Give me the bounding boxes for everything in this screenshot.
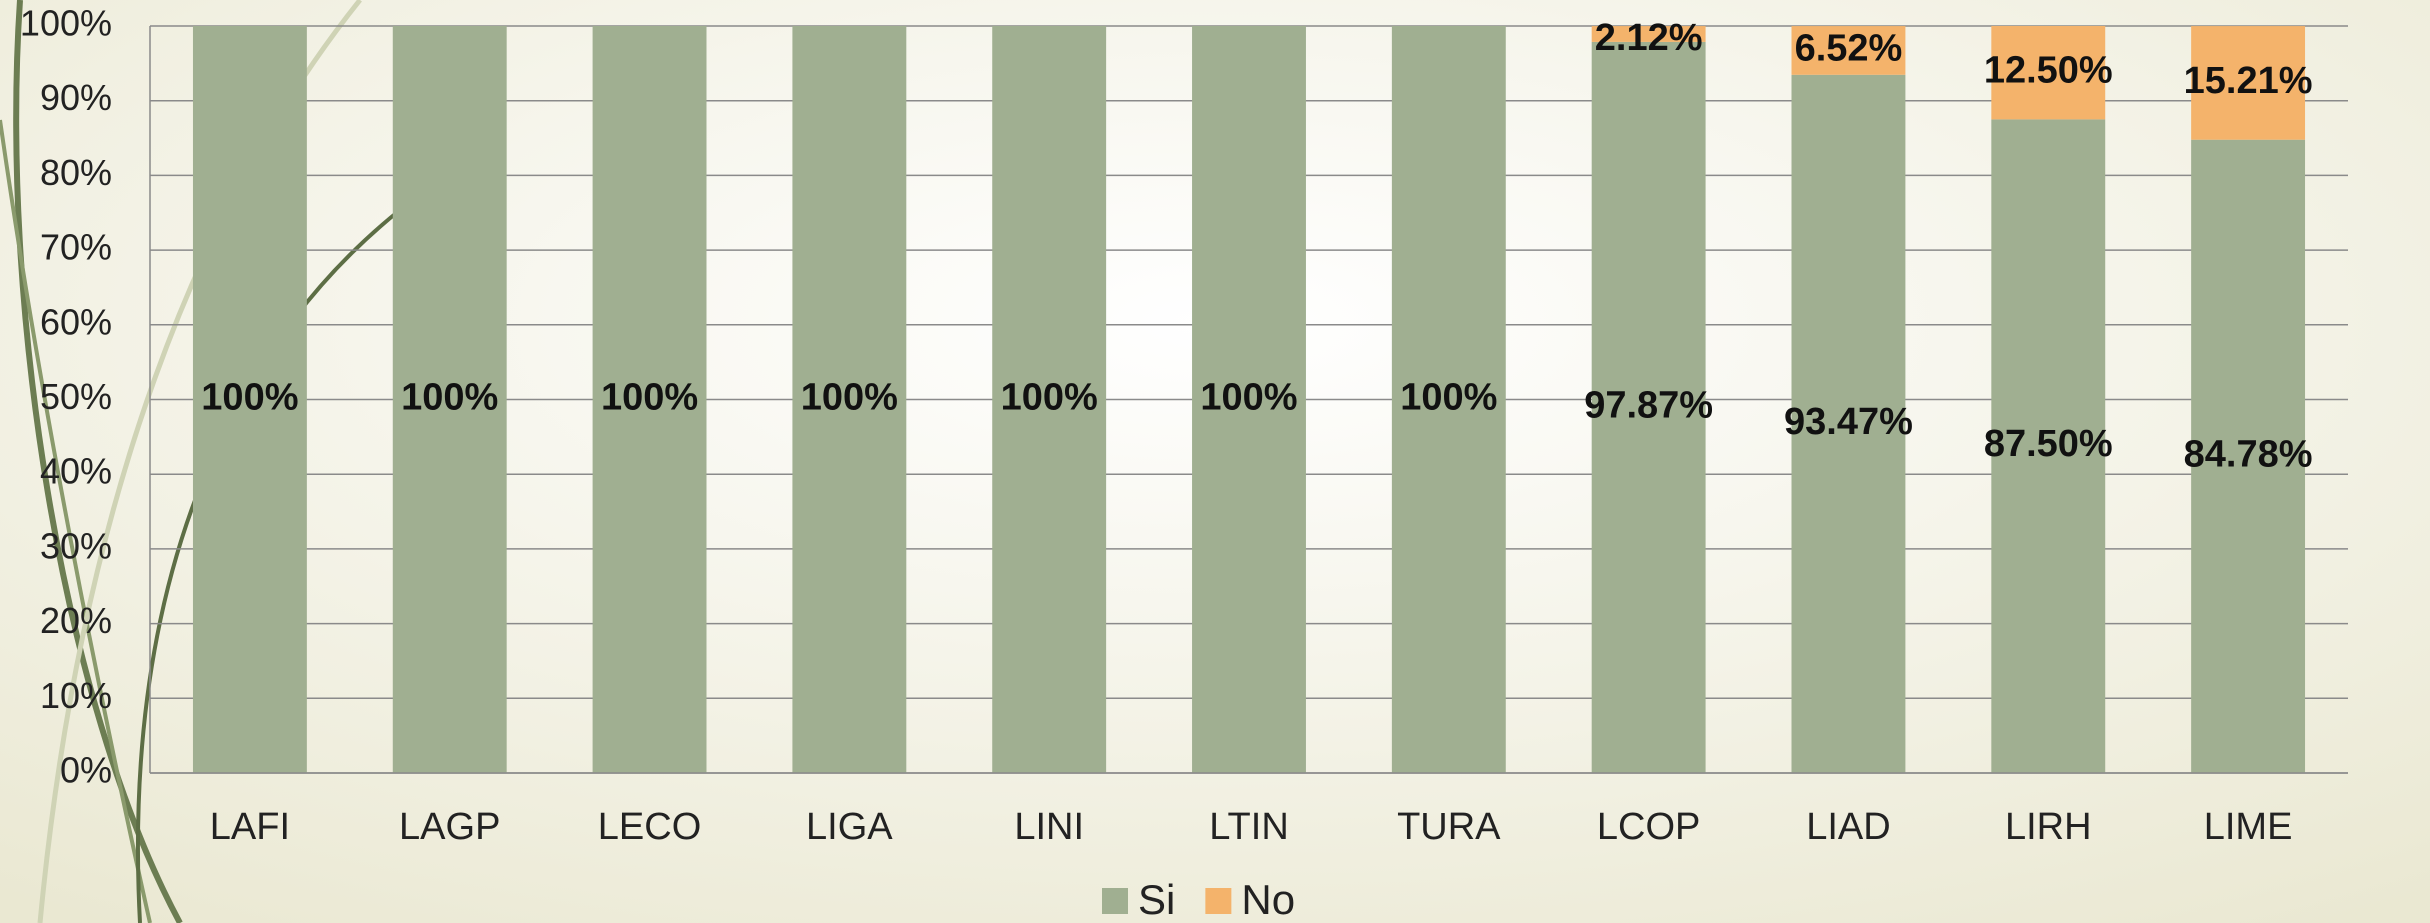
y-tick-label: 20% <box>40 600 112 641</box>
y-tick-label: 70% <box>40 227 112 268</box>
data-label: 12.50% <box>1984 50 2113 92</box>
y-tick-label: 60% <box>40 301 112 342</box>
legend-label: Si <box>1138 876 1175 923</box>
legend-swatch <box>1205 888 1231 914</box>
y-tick-label: 40% <box>40 451 112 492</box>
data-label: 97.87% <box>1584 384 1713 426</box>
data-label: 100% <box>201 377 298 419</box>
page: 0% 10% 20% 30% 40% 50% 60% 70% 80% 90% 100% LAFI LAG… <box>0 0 2430 923</box>
data-label: 100% <box>1400 377 1497 419</box>
chart: 0% 10% 20% 30% 40% 50% 60% 70% 80% 90% 100% LAFI LAG… <box>0 0 2430 923</box>
x-tick-label: LTIN <box>1209 806 1289 848</box>
x-tick-label: LIRH <box>2005 806 2092 848</box>
data-label: 87.50% <box>1984 423 2113 465</box>
data-label: 100% <box>401 377 498 419</box>
data-label: 100% <box>1200 377 1297 419</box>
data-label: 84.78% <box>2184 433 2313 475</box>
data-label: 100% <box>801 377 898 419</box>
y-tick-label: 100% <box>20 3 112 44</box>
x-tick-label: LIME <box>2204 806 2293 848</box>
y-tick-label: 50% <box>40 376 112 417</box>
x-tick-label: LECO <box>598 806 701 848</box>
data-label: 93.47% <box>1784 401 1913 443</box>
y-tick-label: 10% <box>40 675 112 716</box>
data-label: 100% <box>1001 377 1098 419</box>
data-label: 15.21% <box>2184 60 2313 102</box>
data-label: 2.12% <box>1595 17 1703 59</box>
x-tick-label: LINI <box>1014 806 1084 848</box>
legend-swatch <box>1102 888 1128 914</box>
x-tick-label: LAGP <box>399 806 500 848</box>
x-tick-label: LAFI <box>210 806 290 848</box>
x-tick-label: TURA <box>1397 806 1501 848</box>
data-label: 6.52% <box>1795 27 1903 69</box>
y-tick-label: 90% <box>40 77 112 118</box>
y-tick-label: 0% <box>60 750 112 791</box>
data-label: 100% <box>601 377 698 419</box>
y-tick-label: 80% <box>40 152 112 193</box>
x-tick-label: LIGA <box>806 806 893 848</box>
legend-label: No <box>1241 876 1295 923</box>
y-tick-label: 30% <box>40 525 112 566</box>
x-tick-label: LCOP <box>1597 806 1700 848</box>
x-tick-label: LIAD <box>1806 806 1890 848</box>
